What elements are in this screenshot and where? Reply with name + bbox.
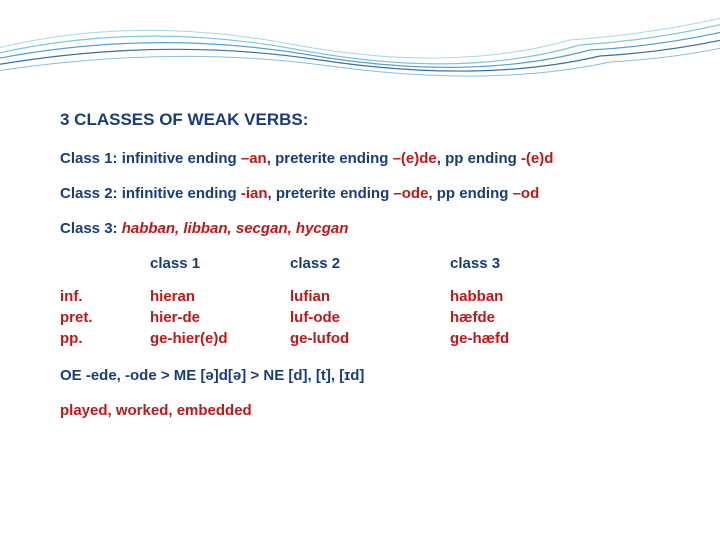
slide-content: 3 CLASSES OF WEAK VERBS: Class 1: infini… [60,110,680,419]
class3-label: Class 3: [60,220,122,237]
class1-red1: –an [241,150,267,167]
class2-red1: -ian [241,185,268,202]
class1-text3: , pp ending [437,150,521,167]
cell-c2-inf: lufian [290,286,450,307]
table-header-class2: class 2 [290,255,450,272]
table-body: inf. pret. pp. hieran hier-de ge-hier(e)… [60,286,680,349]
slide-title: 3 CLASSES OF WEAK VERBS: [60,110,680,130]
table-col-class2: lufian luf-ode ge-lufod [290,286,450,349]
class2-red3: –od [513,185,540,202]
class1-red3: -(e)d [521,150,554,167]
class1-text1: infinitive ending [122,150,241,167]
class3-line: Class 3: habban, libban, secgan, hycgan [60,220,680,237]
class1-red2: –(e)de [393,150,437,167]
sound-change-part1: OE -ede, -ode > ME [ə]d[ə] > [60,367,263,384]
table-col-class3: habban hæfde ge-hæfd [450,286,590,349]
class2-line: Class 2: infinitive ending -ian, preteri… [60,185,680,202]
class2-text3: , pp ending [428,185,512,202]
decorative-wave-header [0,0,720,90]
cell-c3-inf: habban [450,286,590,307]
table-header-row: class 1 class 2 class 3 [60,255,680,272]
table-rowlabels: inf. pret. pp. [60,286,150,349]
cell-c2-pret: luf-ode [290,307,450,328]
class1-text2: , preterite ending [267,150,393,167]
table-col-class1: hieran hier-de ge-hier(e)d [150,286,290,349]
class3-verbs: habban, libban, secgan, hycgan [122,220,349,237]
cell-c3-pp: ge-hæfd [450,328,590,349]
table-header-rowlabel-spacer [60,255,150,272]
class2-text2: , preterite ending [268,185,394,202]
cell-c1-pp: ge-hier(e)d [150,328,290,349]
cell-c2-pp: ge-lufod [290,328,450,349]
row-label-inf: inf. [60,286,150,307]
class2-red2: –ode [393,185,428,202]
sound-change-line: OE -ede, -ode > ME [ə]d[ə] > NE [d], [t]… [60,367,680,384]
cell-c1-inf: hieran [150,286,290,307]
cell-c1-pret: hier-de [150,307,290,328]
examples-line: played, worked, embedded [60,402,680,419]
class2-text1: infinitive ending [122,185,241,202]
row-label-pret: pret. [60,307,150,328]
class1-label: Class 1: [60,150,122,167]
table-header-class1: class 1 [150,255,290,272]
row-label-pp: pp. [60,328,150,349]
class2-label: Class 2: [60,185,122,202]
sound-change-part2: NE [d], [t], [ɪd] [263,367,364,384]
table-header-class3: class 3 [450,255,590,272]
class1-line: Class 1: infinitive ending –an, preterit… [60,150,680,167]
cell-c3-pret: hæfde [450,307,590,328]
